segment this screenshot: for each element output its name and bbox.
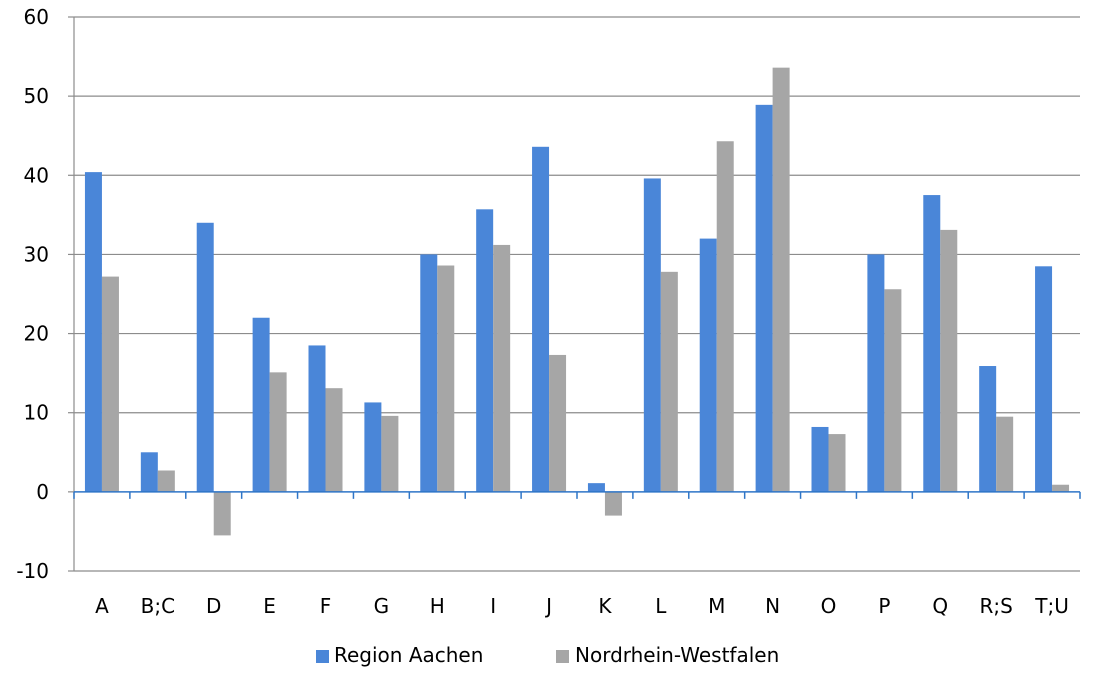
legend-swatch-nordrhein-westfalen (556, 650, 569, 663)
y-tick-label: 10 (24, 401, 49, 425)
bar-region-aachen (196, 222, 214, 492)
y-tick-label: 20 (24, 322, 49, 346)
bar-nordrhein-westfalen (884, 289, 902, 492)
bar-nordrhein-westfalen (213, 491, 231, 536)
gridlines (74, 16, 1080, 572)
bar-nordrhein-westfalen (716, 141, 734, 492)
x-tick-label: D (206, 594, 221, 618)
bar-region-aachen (252, 317, 270, 492)
bar-nordrhein-westfalen (604, 491, 622, 516)
bar-region-aachen (587, 483, 605, 492)
bar-region-aachen (476, 209, 494, 492)
x-tick-label: T;U (1034, 594, 1069, 618)
x-tick-label: I (490, 594, 496, 618)
x-tick-label: A (95, 594, 109, 618)
y-tick-label: -10 (16, 559, 49, 583)
bar-nordrhein-westfalen (772, 67, 790, 492)
y-tick-label: 60 (24, 5, 49, 29)
y-axis: -10 0 10 20 30 40 50 60 (16, 5, 75, 583)
y-tick-label: 40 (24, 163, 49, 187)
x-tick-label: P (878, 594, 890, 618)
bar-nordrhein-westfalen (101, 276, 119, 492)
x-tick-label: E (263, 594, 276, 618)
bar-nordrhein-westfalen (996, 416, 1014, 492)
bar-region-aachen (867, 254, 885, 492)
bar-region-aachen (755, 104, 773, 492)
legend-swatch-region-aachen (316, 650, 329, 663)
bar-nordrhein-westfalen (828, 434, 846, 492)
x-tick-label: J (544, 594, 552, 618)
x-tick-label: R;S (979, 594, 1012, 618)
legend-label-nordrhein-westfalen: Nordrhein-Westfalen (575, 643, 779, 667)
bar-region-aachen (420, 254, 438, 492)
x-tick-label: K (598, 594, 612, 618)
bar-nordrhein-westfalen (325, 388, 343, 492)
bar-region-aachen (643, 178, 661, 492)
bar-region-aachen (923, 195, 941, 492)
bar-region-aachen (364, 402, 382, 492)
y-tick-label: 30 (24, 242, 49, 266)
bar-region-aachen (699, 238, 717, 492)
y-tick-label: 0 (36, 480, 49, 504)
bar-region-aachen (308, 345, 326, 492)
bars (84, 67, 1070, 536)
x-tick-label: Q (932, 594, 948, 618)
bar-region-aachen (979, 366, 997, 492)
bar-nordrhein-westfalen (549, 354, 567, 492)
legend-label-region-aachen: Region Aachen (334, 643, 483, 667)
bar-region-aachen (532, 146, 550, 492)
bar-nordrhein-westfalen (381, 415, 399, 492)
bar-nordrhein-westfalen (157, 470, 175, 492)
bar-nordrhein-westfalen (437, 265, 455, 492)
y-tick-label: 50 (24, 84, 49, 108)
bar-nordrhein-westfalen (269, 372, 287, 492)
bar-region-aachen (84, 172, 102, 492)
bar-region-aachen (140, 452, 158, 492)
x-tick-label: L (655, 594, 667, 618)
x-tick-label: N (765, 594, 780, 618)
bar-nordrhein-westfalen (940, 229, 958, 492)
x-tick-label: O (821, 594, 837, 618)
x-tick-label: H (430, 594, 445, 618)
x-tick-label: B;C (141, 594, 175, 618)
bar-nordrhein-westfalen (1052, 484, 1070, 492)
x-tick-label: M (708, 594, 725, 618)
x-axis: A B;C D E F G H I J K L M N O P Q R;S T;U (73, 491, 1081, 618)
bar-region-aachen (1035, 266, 1053, 492)
bar-region-aachen (811, 426, 829, 492)
x-tick-label: G (374, 594, 390, 618)
bar-nordrhein-westfalen (660, 271, 678, 492)
legend: Region Aachen Nordrhein-Westfalen (316, 643, 779, 667)
x-tick-label: F (320, 594, 332, 618)
bar-nordrhein-westfalen (493, 244, 511, 492)
